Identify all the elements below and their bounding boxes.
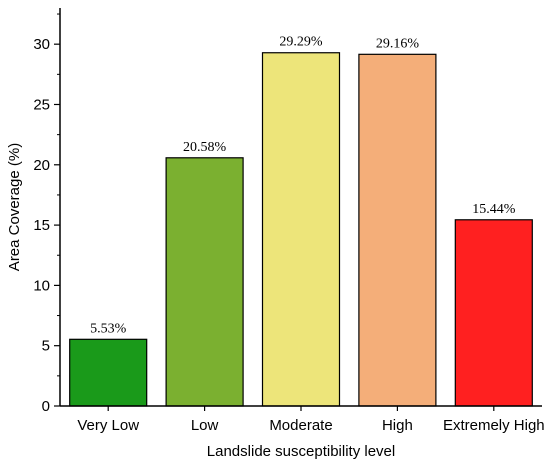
data-labels-layer: 5.53% 20.58% 29.29% 29.16% 15.44%	[90, 35, 516, 337]
x-category-label: Moderate	[269, 417, 332, 434]
y-ticks-layer: 0 5 10 15 20 25 30	[33, 13, 60, 415]
bars-layer	[69, 52, 533, 407]
y-tick-label: 30	[33, 36, 50, 53]
data-label: 5.53%	[90, 321, 127, 336]
x-category-label: High	[382, 417, 413, 434]
y-tick-label: 15	[33, 217, 50, 234]
y-tick-label: 20	[33, 157, 50, 174]
y-tick-label: 5	[42, 338, 50, 355]
data-label: 29.29%	[279, 35, 323, 50]
bar-moderate	[261, 52, 341, 407]
data-label: 29.16%	[376, 36, 420, 51]
y-tick-label: 10	[33, 277, 50, 294]
bar-extremely-high	[454, 219, 533, 407]
x-category-label: Extremely High	[443, 417, 545, 434]
x-category-label: Very Low	[77, 417, 139, 434]
y-tick-label: 0	[42, 398, 50, 415]
data-label: 20.58%	[183, 140, 227, 155]
y-axis-title: Area Coverage (%)	[6, 143, 23, 271]
y-tick-label: 25	[33, 96, 50, 113]
x-axis-title: Landslide susceptibility level	[207, 443, 395, 460]
data-label: 15.44%	[472, 202, 516, 217]
x-category-label: Low	[191, 417, 219, 434]
x-ticks-layer: Very Low Low Moderate High Extremely High	[77, 406, 545, 434]
bar-very-low	[69, 338, 148, 407]
bar-high	[358, 53, 437, 407]
bar-low	[165, 157, 244, 407]
